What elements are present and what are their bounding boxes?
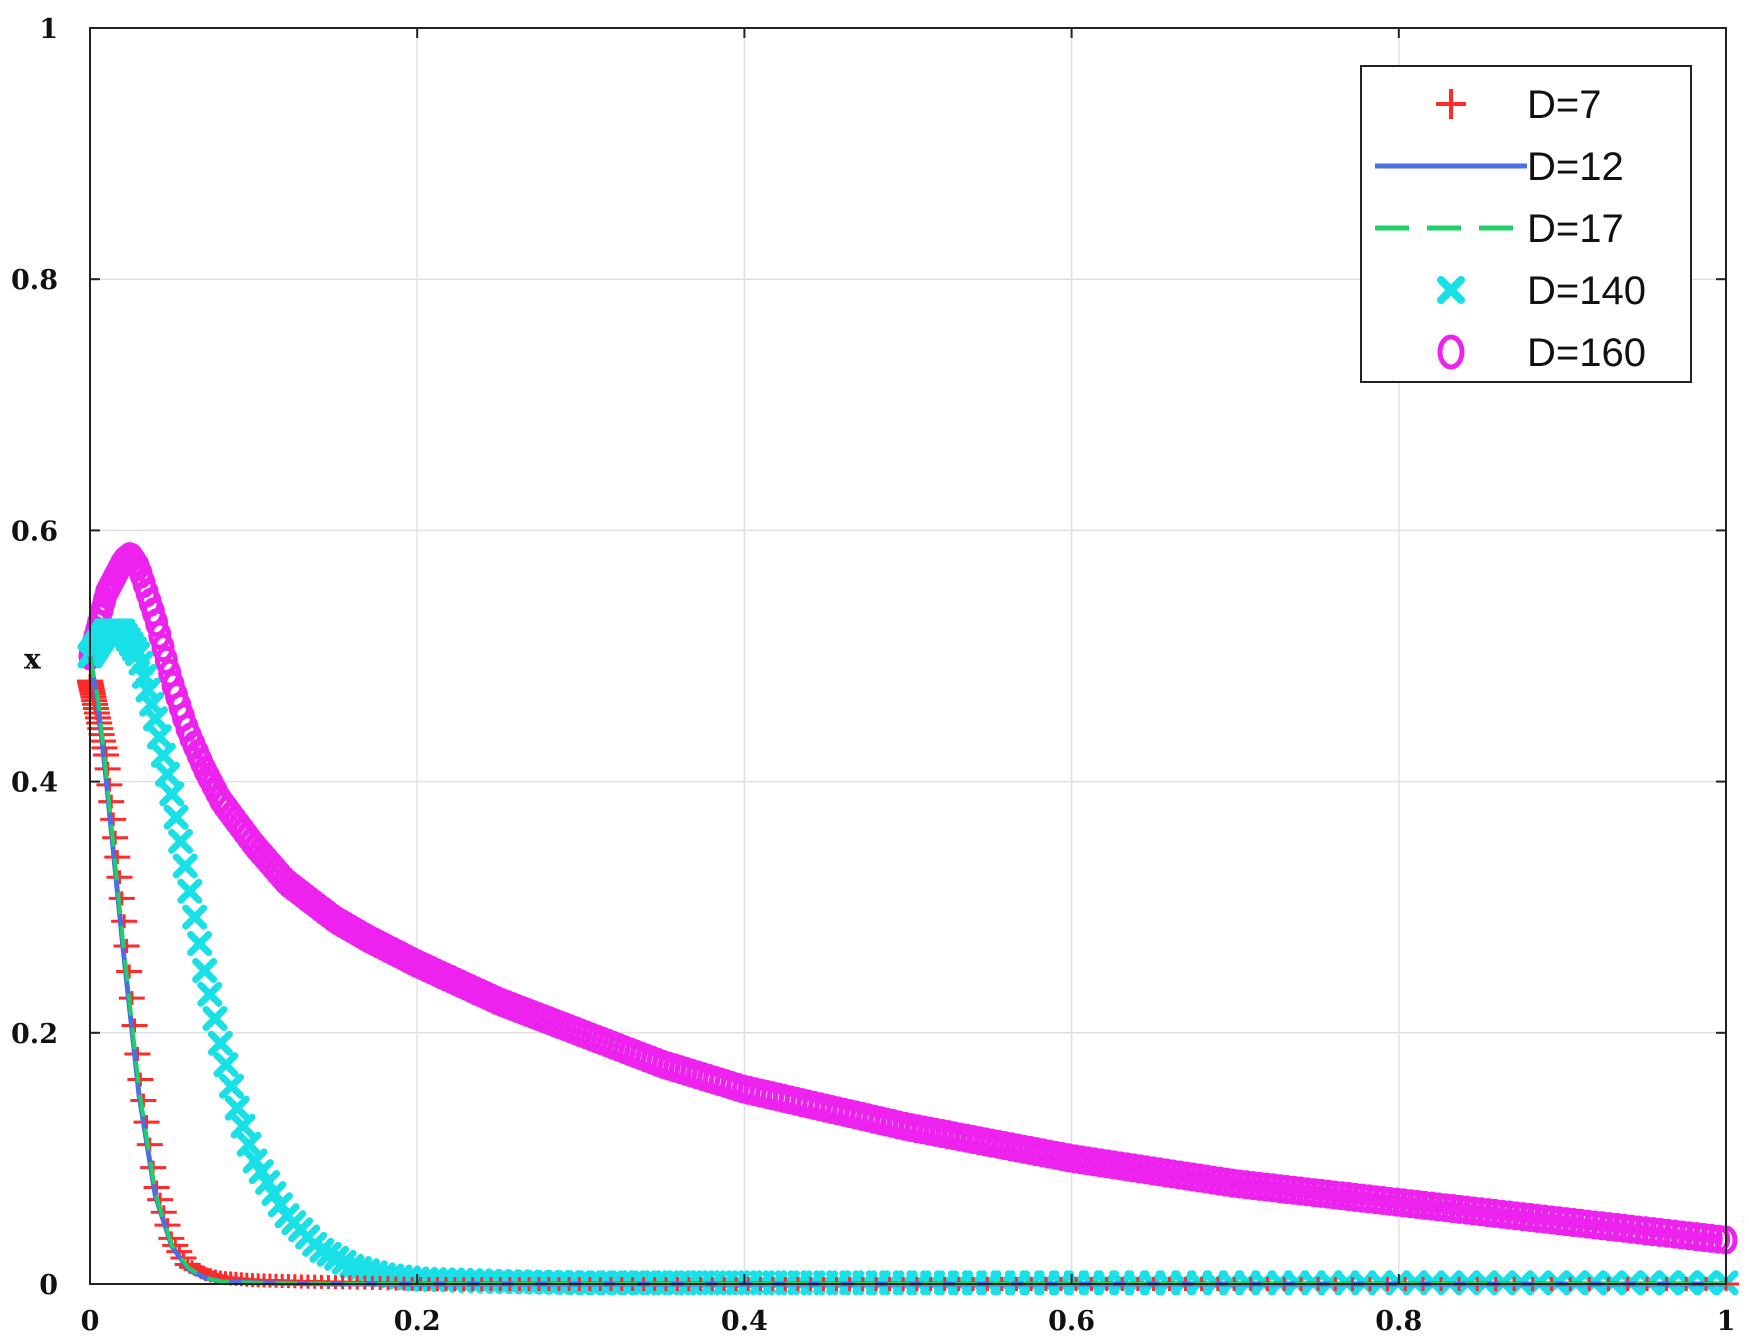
x-marker <box>187 931 213 957</box>
plus-marker <box>111 914 138 929</box>
x-tick-label: 0 <box>81 1306 100 1337</box>
plus-marker <box>104 850 131 865</box>
x-marker <box>168 828 194 854</box>
legend-label: D=7 <box>1527 83 1602 127</box>
x-marker <box>230 1113 256 1139</box>
y-tick-label: 0.6 <box>11 516 58 547</box>
legend-label: D=160 <box>1527 331 1646 375</box>
circle-marker <box>154 645 178 675</box>
series-D=12 <box>87 655 1726 1287</box>
plot-frame <box>89 27 1727 1285</box>
x-marker <box>202 1006 228 1031</box>
legend-plus-icon <box>1436 89 1466 119</box>
legend-circle-icon <box>1437 334 1465 370</box>
legend: D=7 D=12 D=17 D=140 D=160 <box>1360 65 1692 383</box>
x-marker <box>159 781 185 807</box>
series-line <box>87 655 1726 1287</box>
x-marker <box>177 878 203 904</box>
y-tick-label: 0 <box>39 1270 58 1301</box>
series-D=160 <box>78 542 1738 1255</box>
y-axis-label: x <box>24 643 41 676</box>
x-marker <box>154 761 180 787</box>
plus-marker <box>108 891 135 906</box>
series-D=140 <box>77 618 1739 1296</box>
legend-x-icon <box>1437 276 1465 304</box>
legend-box <box>1360 65 1692 383</box>
x-marker <box>146 724 172 750</box>
x-marker <box>213 1052 239 1078</box>
legend-label: D=17 <box>1527 207 1624 251</box>
circle-marker <box>151 633 175 663</box>
x-marker <box>163 804 189 830</box>
plus-marker <box>118 991 145 1006</box>
series-D=17 <box>88 655 1726 1286</box>
x-marker <box>197 981 223 1007</box>
plus-marker <box>113 938 140 953</box>
plot-area <box>77 542 1739 1296</box>
x-marker <box>192 958 218 984</box>
legend-label: D=12 <box>1527 145 1624 189</box>
x-tick-label: 0.2 <box>394 1306 441 1337</box>
y-tick-label: 1 <box>39 14 58 45</box>
plus-marker <box>127 1072 154 1087</box>
series-line <box>88 655 1726 1286</box>
y-tick-label: 0.2 <box>11 1019 58 1050</box>
x-marker <box>172 853 198 879</box>
y-tick-label: 0.4 <box>11 768 58 799</box>
x-marker <box>207 1030 233 1056</box>
x-tick-label: 0.6 <box>1048 1306 1095 1337</box>
x-tick-label: 0.8 <box>1375 1306 1422 1337</box>
y-tick-label: 0.8 <box>11 265 58 296</box>
x-marker <box>219 1073 245 1099</box>
legend-label: D=140 <box>1527 269 1646 313</box>
x-tick-label: 1 <box>1717 1306 1736 1337</box>
x-marker <box>150 742 176 768</box>
plus-marker <box>100 812 127 827</box>
x-tick-label: 0.4 <box>721 1306 768 1337</box>
ticks: 0 0.2 0.4 0.6 0.8 1 0 0.2 0.4 0.6 0.8 1 <box>11 14 1735 1337</box>
plus-marker <box>102 830 129 845</box>
plus-marker <box>106 870 133 885</box>
x-marker <box>224 1095 250 1121</box>
plus-marker <box>116 964 143 979</box>
x-marker <box>182 904 208 930</box>
